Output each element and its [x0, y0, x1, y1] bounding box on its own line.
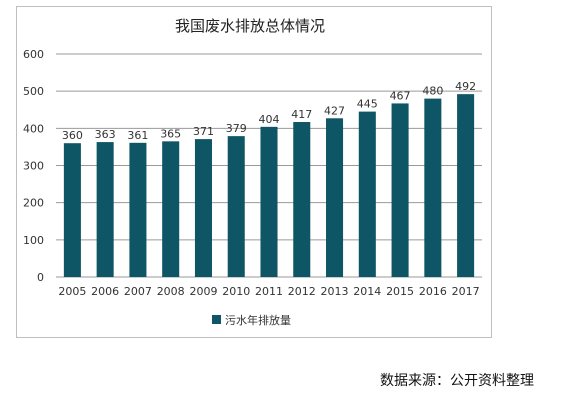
axes: 0 100 200 300 400 500 600 2005 2006 2007 2008 2009 2…: [23, 48, 480, 298]
x-tick-label: 2011: [255, 285, 283, 298]
y-tick-label: 0: [37, 271, 44, 284]
bar: [457, 94, 475, 277]
x-tick-label: 2016: [419, 285, 447, 298]
chart-title: 我国废水排放总体情况: [175, 17, 325, 35]
data-label: 361: [127, 129, 148, 142]
x-tick-label: 2014: [353, 285, 381, 298]
bar: [96, 142, 114, 277]
data-label: 480: [422, 85, 443, 98]
legend: 污水年排放量: [212, 313, 291, 327]
source-note: 数据来源：公开资料整理: [380, 373, 534, 389]
y-tick-label: 500: [23, 85, 44, 98]
data-label: 417: [291, 108, 312, 121]
bars: [63, 94, 475, 277]
data-label: 404: [259, 113, 280, 126]
bar: [358, 111, 376, 277]
y-tick-label: 400: [23, 122, 44, 135]
bar: [194, 139, 212, 277]
chart-frame: [16, 6, 492, 338]
x-tick-label: 2009: [189, 285, 217, 298]
x-tick-label: 2015: [386, 285, 414, 298]
x-tick-label: 2013: [321, 285, 349, 298]
bar: [227, 136, 245, 277]
x-tick-label: 2007: [124, 285, 152, 298]
data-label: 427: [324, 104, 345, 117]
bar: [326, 118, 344, 277]
bar: [129, 142, 147, 277]
y-tick-label: 200: [23, 197, 44, 210]
data-label: 445: [357, 98, 378, 111]
bar: [260, 126, 278, 277]
y-tick-label: 100: [23, 234, 44, 247]
x-tick-label: 2010: [222, 285, 250, 298]
bar: [391, 103, 409, 277]
x-tick-label: 2012: [288, 285, 316, 298]
data-label: 379: [226, 122, 247, 135]
x-tick-label: 2017: [452, 285, 480, 298]
data-label: 492: [455, 80, 476, 93]
data-label: 363: [95, 128, 116, 141]
bar: [63, 143, 81, 277]
data-label: 365: [160, 127, 181, 140]
x-tick-label: 2006: [91, 285, 119, 298]
y-tick-label: 600: [23, 48, 44, 61]
x-tick-label: 2008: [157, 285, 185, 298]
legend-swatch: [212, 315, 221, 324]
bar: [162, 141, 180, 277]
bar: [424, 98, 442, 277]
data-labels: 360 363 361 365 371 379 404 417 427 445 467 480 492: [62, 80, 476, 142]
legend-label: 污水年排放量: [225, 313, 291, 327]
bar: [293, 122, 311, 277]
data-label: 467: [390, 89, 411, 102]
x-tick-label: 2005: [58, 285, 86, 298]
data-label: 360: [62, 129, 83, 142]
y-tick-label: 300: [23, 160, 44, 173]
data-label: 371: [193, 125, 214, 138]
